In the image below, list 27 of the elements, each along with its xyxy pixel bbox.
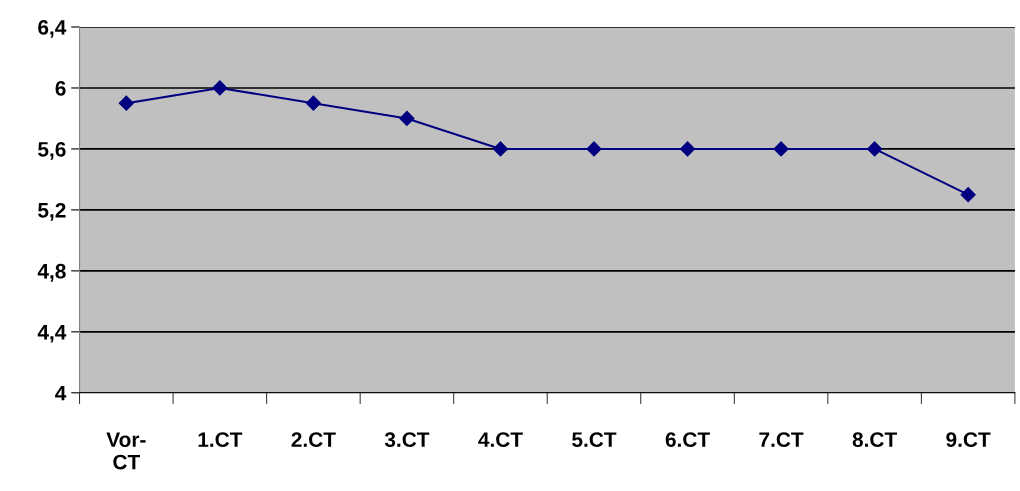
point: [399, 110, 415, 127]
point: [773, 141, 789, 157]
y-tick-label: 4,8: [37, 263, 66, 282]
y-tick-label: 6,4: [38, 20, 67, 38]
x-tick-label: 2.CT: [291, 432, 336, 447]
y-tick-label: 6: [55, 80, 66, 96]
y-tick-label: 5,6: [38, 141, 66, 160]
point: [867, 141, 883, 157]
point: [212, 80, 228, 96]
x-tick-label: 1.CT: [198, 432, 243, 447]
x-tick-label: 6.CT: [665, 432, 710, 447]
x-tick-label: 8.CT: [852, 432, 897, 447]
point: [305, 95, 321, 111]
y-tick-label: 5,2: [38, 202, 66, 221]
point: [586, 141, 602, 157]
x-tick-label: 3.CT: [384, 432, 430, 448]
x-tick-label: 9.CT: [946, 432, 991, 447]
point: [492, 141, 509, 157]
y-tick-label: 4,4: [37, 325, 67, 343]
y-tick-label: 4: [55, 386, 67, 401]
x-tick-label: Vor- CT: [106, 432, 146, 470]
point: [960, 187, 976, 203]
x-tick-label: 7.CT: [759, 432, 804, 447]
x-tick-label: 5.CT: [572, 432, 617, 447]
point: [679, 141, 696, 157]
point: [118, 95, 134, 111]
x-tick-label: 4.CT: [478, 432, 523, 447]
